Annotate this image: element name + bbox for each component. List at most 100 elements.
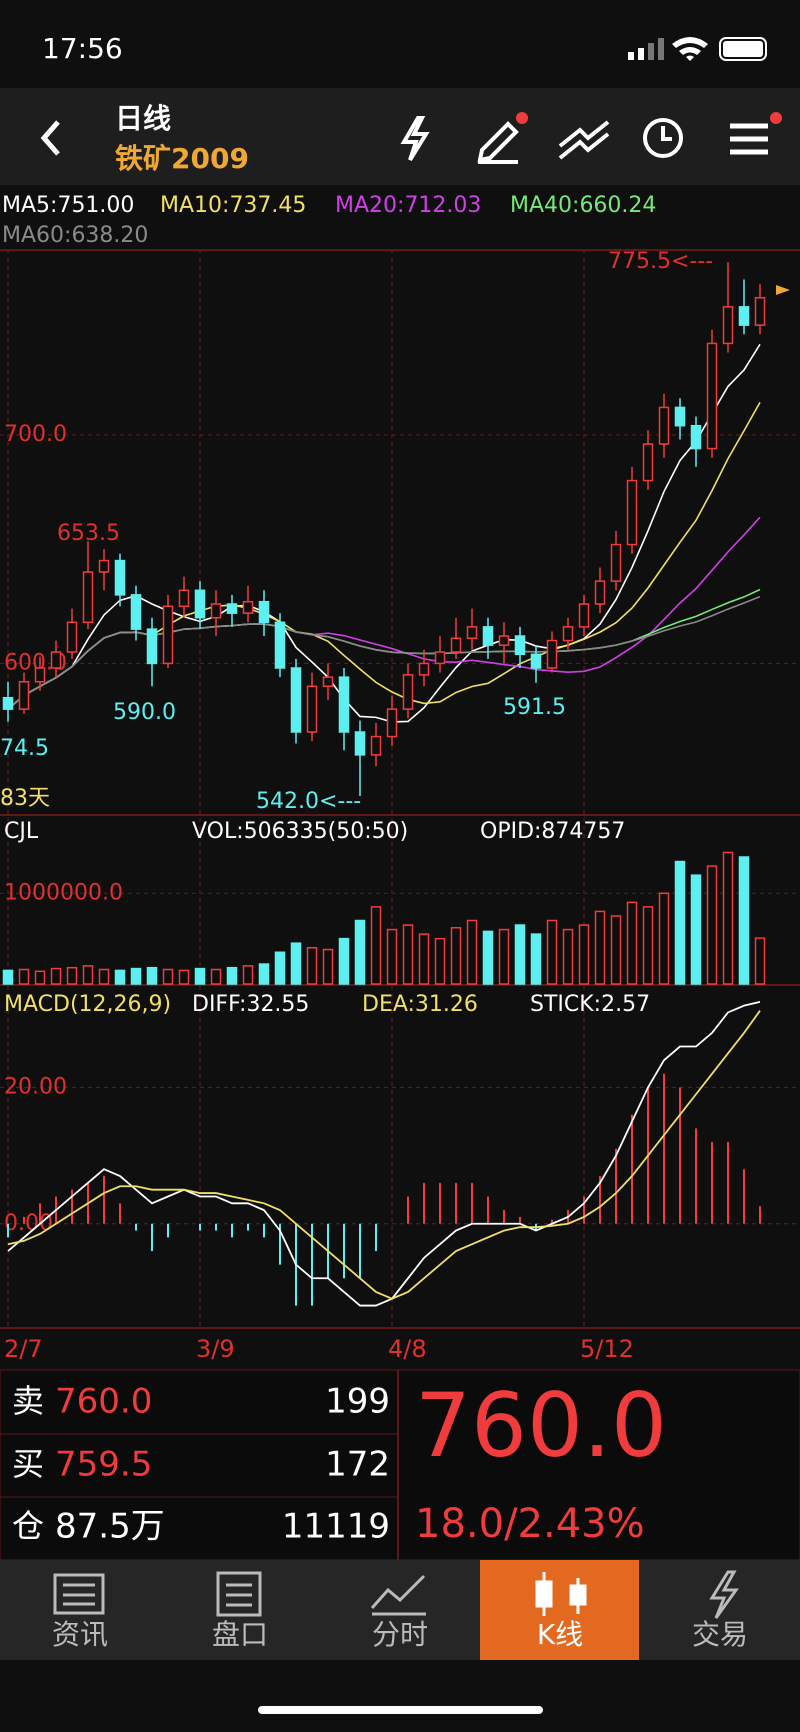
tab-label[interactable]: 分时 [372, 1618, 428, 1651]
candle-body [754, 296, 766, 326]
volume-bar [290, 942, 302, 985]
volume-bar [690, 874, 702, 985]
volume-bar [306, 946, 318, 985]
tab-bar [0, 1560, 800, 1660]
candle-body [642, 443, 654, 482]
quote-label: 买 [12, 1445, 44, 1483]
quote-volume: 11119 [282, 1507, 390, 1547]
volume-bar [18, 968, 30, 985]
volume-bar [738, 856, 750, 985]
symbol-title[interactable]: 铁矿2009 [115, 142, 249, 175]
price-change: 18.0/2.43% [415, 1501, 645, 1547]
x-tick-label: 3/9 [196, 1335, 235, 1363]
candle-body [482, 626, 494, 646]
volume-bar [2, 969, 14, 985]
x-tick-label: 2/7 [4, 1335, 43, 1363]
volume-bar [194, 967, 206, 985]
volume-bar [658, 892, 670, 985]
candle-body [194, 589, 206, 619]
back-button[interactable] [40, 120, 60, 156]
active-tab [480, 1560, 639, 1660]
volume-bar [98, 968, 110, 985]
volume-bar [674, 860, 686, 985]
candle-body [450, 637, 462, 653]
volume-bar [370, 906, 382, 985]
x-tick-label: 5/12 [580, 1335, 634, 1363]
candle-body [82, 571, 94, 624]
tab-label[interactable]: 盘口 [212, 1618, 268, 1651]
candle-body [370, 735, 382, 756]
volume-bar [514, 924, 526, 985]
volume-bar [210, 968, 222, 985]
volume-bar [178, 969, 190, 985]
status-icons [628, 37, 767, 61]
volume-bar [450, 927, 462, 985]
quote-price: 760.0 [55, 1382, 152, 1422]
y-tick-label: 1000000.0 [4, 880, 123, 905]
candle-body [290, 667, 302, 733]
macd-line [7, 1010, 761, 1300]
candle-body [658, 406, 670, 445]
tab-label[interactable]: 交易 [692, 1618, 748, 1651]
price-annotation: 591.5 [503, 695, 566, 720]
candle-body [34, 667, 46, 683]
tab-icons [53, 1570, 739, 1619]
candle-body [322, 676, 334, 688]
volume-bar [338, 937, 350, 985]
candle-body [2, 696, 14, 710]
candle-body [434, 651, 446, 665]
quote-panel [0, 1369, 800, 1561]
price-annotation: 653.5 [57, 521, 120, 546]
candle-body [178, 589, 190, 608]
volume-bar [130, 967, 142, 985]
quote-label: 仓 [12, 1507, 44, 1545]
candle-body [258, 600, 270, 624]
candle-body [498, 635, 510, 646]
y-tick-label: 0.00 [4, 1211, 53, 1236]
quote-volume: 199 [325, 1382, 390, 1422]
volume-bar [578, 924, 590, 985]
candle-body [466, 626, 478, 640]
volume-bar [34, 970, 46, 985]
volume-bar [386, 928, 398, 985]
quote-volume: 172 [325, 1445, 390, 1485]
candle-body [530, 653, 542, 669]
last-price: 760.0 [415, 1374, 667, 1477]
candle-body [274, 621, 286, 669]
candle-body [690, 424, 702, 450]
volume-bar [418, 933, 430, 985]
header-icons[interactable] [400, 112, 782, 164]
volume-bar [402, 924, 414, 985]
tab-label[interactable]: 资讯 [52, 1618, 108, 1651]
candle-body [242, 600, 254, 614]
price-annotation: 590.0 [113, 700, 176, 725]
volume-bar [706, 865, 718, 985]
volume-bar [466, 919, 478, 985]
volume-bar [162, 968, 174, 985]
candle-body [418, 662, 430, 676]
ma-legend: MA20:712.03 [335, 193, 481, 218]
candle-body [50, 651, 62, 669]
price-annotation: 775.5<--- [608, 249, 713, 274]
volume-bar [322, 948, 334, 985]
panel-label: VOL:506335(50:50) [192, 819, 408, 844]
price-annotation: 74.5 [0, 736, 49, 761]
candle-body [738, 306, 750, 326]
candle-body [162, 605, 174, 665]
moving-average-line [7, 595, 761, 710]
price-annotation: 542.0<--- [256, 789, 361, 814]
volume-bar [498, 928, 510, 985]
volume-bar [610, 915, 622, 985]
candle-body [338, 676, 350, 733]
candle-body [130, 594, 142, 630]
quote-price: 87.5万 [55, 1507, 165, 1547]
ma-legend: MA5:751.00 [2, 193, 134, 218]
volume-bar [530, 933, 542, 985]
candle-body [66, 621, 78, 653]
volume-bar [274, 951, 286, 985]
tab-label[interactable]: K线 [537, 1618, 583, 1651]
candle-body [114, 559, 126, 596]
candle-body [594, 580, 606, 605]
volume-bar [482, 930, 494, 985]
